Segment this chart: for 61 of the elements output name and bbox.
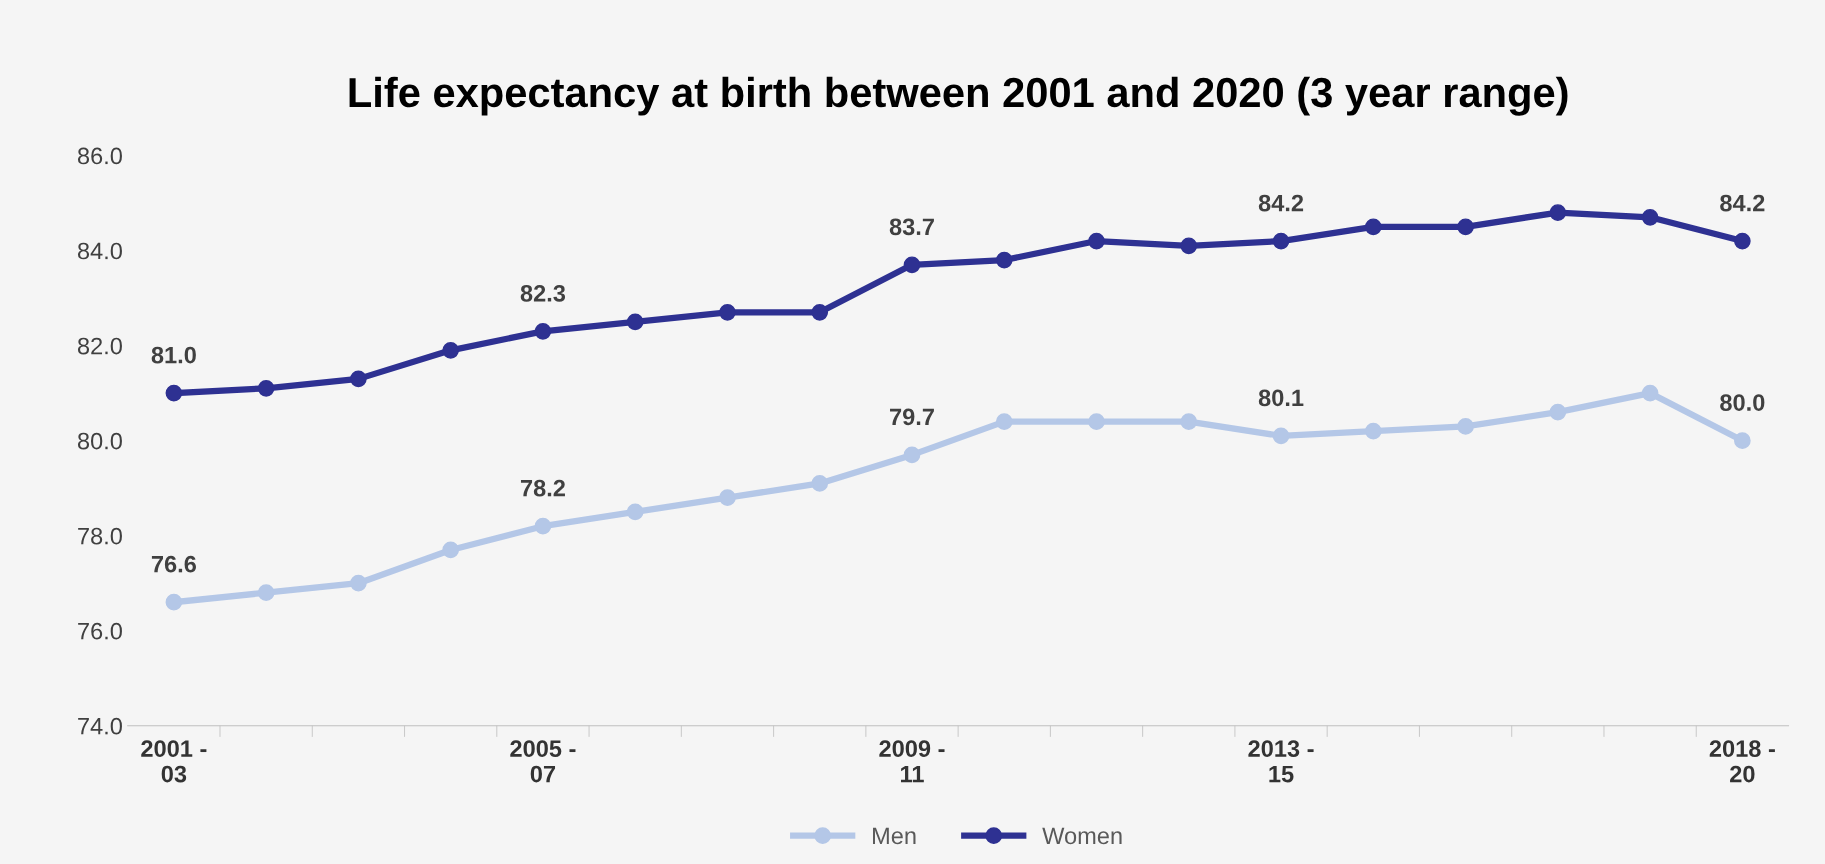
point	[626, 503, 644, 521]
point	[165, 593, 183, 611]
point	[1641, 384, 1659, 402]
point	[1272, 427, 1290, 445]
point	[1734, 432, 1751, 449]
x-tick-label: 2005 - 07	[510, 740, 576, 783]
point	[1088, 413, 1105, 430]
data-label: 80.1	[1258, 389, 1304, 407]
point	[1734, 232, 1751, 250]
x-tick-label: 2009 - 11	[879, 740, 945, 783]
x-tick-label: 2001 - 03	[141, 740, 207, 783]
legend-label: Women	[1042, 827, 1122, 845]
point	[811, 475, 829, 492]
legend-label: Men	[873, 827, 916, 845]
y-tick-label: 84.0	[77, 242, 122, 260]
point	[811, 304, 829, 321]
point	[257, 584, 275, 602]
point	[1641, 208, 1659, 226]
y-tick-label: 74.0	[78, 717, 122, 735]
point	[1364, 218, 1382, 236]
point	[1457, 418, 1474, 435]
y-tick-label: 86.0	[77, 147, 122, 165]
data-label: 81.0	[151, 346, 196, 364]
data-label: 78.2	[520, 479, 565, 497]
data-label: 80.0	[1720, 394, 1765, 411]
data-label: 84.2	[1258, 194, 1304, 212]
point	[534, 517, 552, 535]
point	[350, 370, 367, 388]
y-tick-label: 76.0	[78, 622, 122, 640]
point	[165, 384, 183, 402]
point	[257, 380, 275, 397]
point	[350, 574, 367, 592]
point	[719, 304, 736, 321]
point	[534, 323, 552, 340]
point	[1549, 403, 1567, 421]
point	[1180, 413, 1198, 430]
point	[1272, 232, 1290, 250]
data-label: 79.7	[890, 408, 934, 426]
point	[995, 413, 1013, 430]
point	[719, 489, 736, 506]
x-tick-label: 2013 - 15	[1248, 740, 1314, 783]
point	[442, 541, 460, 559]
y-tick-label: 82.0	[77, 337, 122, 355]
point	[1364, 422, 1382, 440]
data-label: 84.2	[1720, 194, 1765, 212]
point	[903, 256, 921, 274]
data-label: 82.3	[520, 284, 566, 302]
point	[626, 313, 644, 331]
data-label: 76.6	[151, 555, 197, 573]
y-tick-label: 80.0	[77, 432, 122, 450]
point	[1457, 218, 1474, 236]
point	[903, 446, 921, 464]
point	[1549, 204, 1567, 221]
data-label: 83.7	[889, 218, 934, 236]
point	[1088, 232, 1105, 250]
point	[442, 342, 460, 359]
y-tick-label: 78.0	[78, 527, 122, 545]
chart-title: Life expectancy at birth between 2001 and 2020 (3 year range)	[349, 76, 1568, 116]
x-tick-label: 2018 - 20	[1709, 740, 1775, 783]
point	[995, 251, 1013, 269]
point	[1180, 237, 1198, 255]
